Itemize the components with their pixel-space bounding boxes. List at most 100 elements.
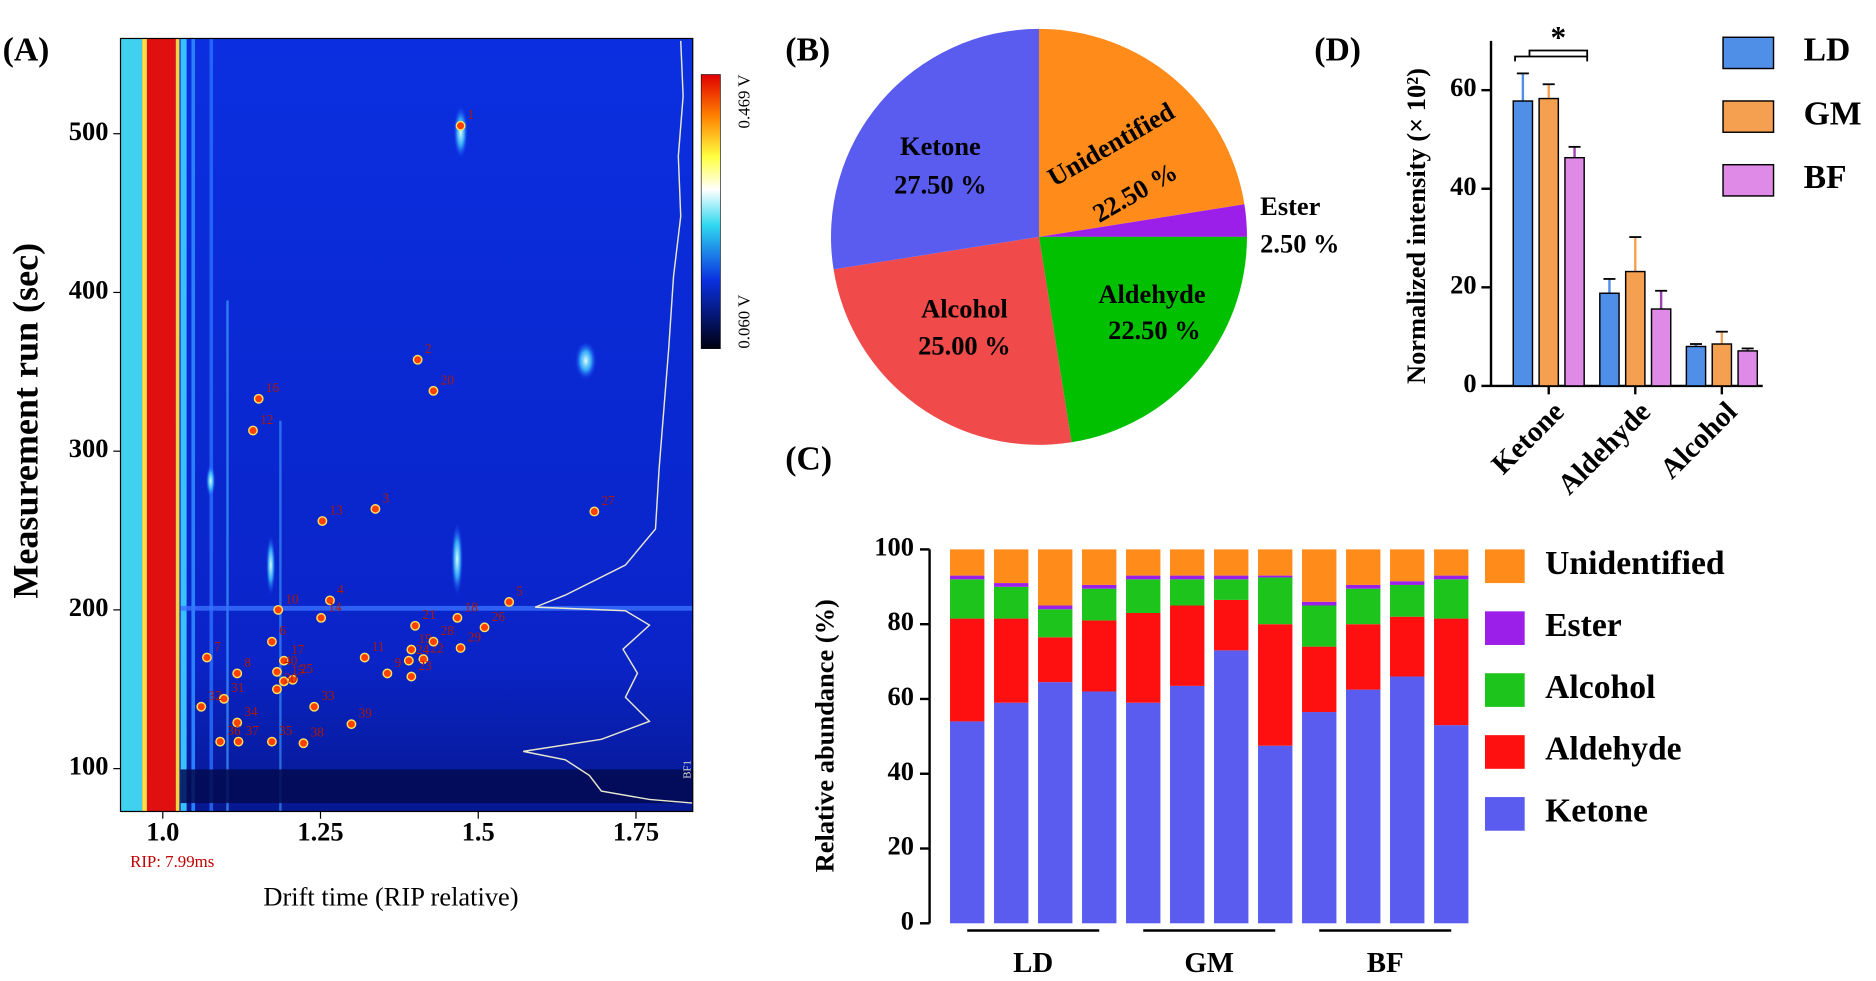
bar-segment — [1038, 682, 1073, 924]
peak-label: 36 — [227, 723, 241, 738]
bar-segment — [1258, 745, 1293, 924]
y-tick-label: 100 — [69, 751, 109, 781]
bar-segment — [1038, 637, 1073, 683]
slice-value-label: 27.50 % — [894, 170, 987, 200]
peak — [410, 620, 421, 631]
peak — [504, 597, 515, 607]
peak — [418, 654, 429, 665]
significance-bracket — [1514, 55, 1589, 62]
bar-segment — [1346, 584, 1381, 589]
group-label: LD — [1013, 947, 1053, 979]
bar — [1685, 345, 1707, 387]
x-tick-label: 1.25 — [297, 816, 343, 846]
legend-swatch — [1722, 36, 1775, 70]
peak-label: 16 — [266, 380, 280, 395]
bar-segment — [1302, 712, 1337, 924]
legend-swatch — [1485, 673, 1525, 707]
peak — [479, 622, 490, 633]
peak — [219, 693, 229, 704]
peak-label: 18 — [465, 599, 479, 614]
slice-label: Ketone — [900, 131, 981, 161]
peak — [317, 516, 328, 526]
peak — [309, 701, 320, 712]
bar-segment — [1082, 620, 1117, 692]
bar — [1512, 100, 1534, 387]
bar-segment — [1126, 612, 1161, 703]
peak-label: 27 — [602, 493, 616, 508]
peak — [278, 655, 289, 666]
x-axis-label: Drift time (RIP relative) — [263, 881, 518, 911]
peak — [325, 595, 335, 606]
bar-segment — [1214, 599, 1249, 651]
peak — [412, 354, 423, 365]
bar-segment — [1390, 676, 1425, 924]
peak — [428, 385, 439, 396]
bar-segment — [1302, 646, 1337, 713]
y-tick-label: 40 — [888, 756, 914, 786]
bar-segment — [1258, 577, 1293, 625]
slice-label: Aldehyde — [1098, 279, 1206, 309]
bar — [1624, 270, 1646, 387]
peak-label: 10 — [285, 591, 299, 606]
slice-label: Ester — [1260, 191, 1320, 221]
peak-label: 11 — [372, 639, 385, 654]
bar-segment — [1434, 725, 1469, 924]
peak-label: 29 — [468, 629, 482, 644]
peak — [215, 736, 226, 747]
group-label: GM — [1184, 947, 1234, 979]
bar-segment — [1302, 549, 1337, 602]
peak — [382, 668, 393, 679]
y-tick-label: 200 — [69, 592, 109, 622]
x-tick-label: 1.0 — [146, 816, 179, 846]
bar-segment — [994, 549, 1029, 584]
legend-label: GM — [1804, 95, 1862, 132]
peak — [406, 671, 417, 682]
bar-segment — [1302, 601, 1337, 606]
peak — [266, 736, 277, 747]
y-tick-label: 20 — [1450, 269, 1476, 299]
bar-segment — [1434, 579, 1469, 619]
y-tick-label: 60 — [1450, 72, 1476, 102]
y-axis-label: Relative abundance (%) — [809, 599, 839, 872]
peak — [272, 666, 282, 677]
peak — [316, 612, 327, 623]
peak — [455, 643, 466, 653]
peak-label: 40 — [284, 653, 298, 668]
y-tick-label: 0 — [1463, 368, 1476, 398]
peak-label: 28 — [441, 623, 455, 638]
bar-segment — [950, 618, 985, 722]
peak-label: 32 — [208, 688, 221, 703]
bar-segment — [1346, 549, 1381, 585]
y-tick-label: 40 — [1450, 171, 1476, 201]
peak-label: 3 — [383, 490, 390, 505]
peak-label: 5 — [516, 583, 523, 598]
peak-label: 35 — [279, 723, 293, 738]
legend-swatch — [1722, 100, 1775, 133]
x-tick-label: 1.75 — [613, 816, 659, 846]
y-tick-label: 500 — [69, 116, 109, 146]
y-axis-label: Measurement run (sec) — [5, 243, 45, 599]
slice-value-label: 2.50 % — [1260, 229, 1339, 259]
bar-segment — [1434, 549, 1469, 576]
panel-label: (B) — [785, 32, 830, 69]
bar-segment — [1170, 575, 1205, 580]
peak-label: 25 — [300, 661, 314, 676]
peak-label: 34 — [244, 704, 258, 719]
legend-label: Ketone — [1545, 793, 1648, 830]
peak-label: 14 — [328, 599, 342, 614]
peak — [589, 506, 600, 517]
bar-segment — [1170, 549, 1205, 576]
bar-segment — [1258, 549, 1293, 576]
bar-segment — [950, 575, 985, 580]
legend-label: LD — [1804, 32, 1851, 69]
bar-segment — [1214, 579, 1249, 600]
peak — [455, 120, 466, 131]
legend-label: Aldehyde — [1545, 731, 1682, 768]
bar-segment — [1214, 575, 1249, 580]
bar-segment — [950, 549, 985, 576]
peak-label: 12 — [260, 412, 273, 427]
peak-label: 1 — [468, 107, 475, 122]
bar-segment — [1126, 579, 1161, 613]
peak — [202, 652, 212, 663]
